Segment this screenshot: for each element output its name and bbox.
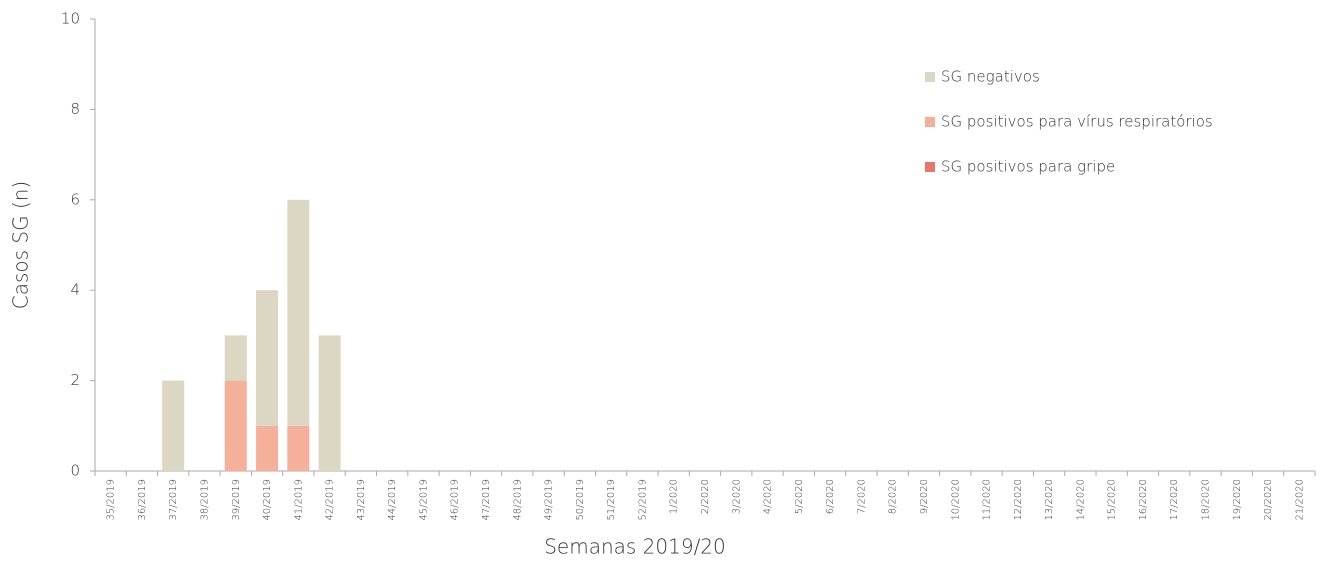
x-tick-label: 49/2019 [544, 479, 555, 521]
y-tick-label: 2 [70, 371, 80, 389]
x-tick-label: 4/2020 [763, 479, 774, 514]
legend-label: SG positivos para vírus respiratórios [941, 113, 1213, 131]
bar-segment [162, 380, 185, 471]
x-tick-label: 44/2019 [387, 479, 398, 521]
y-tick-label: 10 [61, 10, 80, 28]
x-tick-label: 10/2020 [950, 479, 961, 521]
x-tick-label: 51/2019 [606, 479, 617, 521]
bar-segment [224, 335, 247, 381]
x-tick-label: 35/2019 [106, 479, 117, 521]
x-tick-label: 45/2019 [418, 479, 429, 521]
x-tick-label: 5/2020 [794, 479, 805, 514]
x-tick-label: 2/2020 [700, 479, 711, 514]
x-tick-label: 52/2019 [637, 479, 648, 521]
x-tick-label: 1/2020 [669, 479, 680, 514]
x-tick-label: 47/2019 [481, 479, 492, 521]
x-tick-label: 21/2020 [1294, 479, 1305, 521]
x-tick-label: 7/2020 [856, 479, 867, 514]
x-tick-label: 9/2020 [919, 479, 930, 514]
x-tick-label: 39/2019 [231, 479, 242, 521]
x-tick-label: 17/2020 [1169, 479, 1180, 521]
x-tick-label: 14/2020 [1075, 479, 1086, 521]
bar-segment [287, 199, 310, 426]
legend-swatch [925, 72, 935, 82]
x-tick-label: 46/2019 [450, 479, 461, 521]
x-tick-label: 48/2019 [512, 479, 523, 521]
legend-label: SG positivos para gripe [941, 158, 1115, 176]
x-tick-label: 15/2020 [1107, 479, 1118, 521]
x-tick-label: 42/2019 [325, 479, 336, 521]
y-tick-label: 8 [70, 100, 80, 118]
x-tick-label: 11/2020 [982, 479, 993, 521]
x-tick-label: 3/2020 [731, 479, 742, 514]
bar-segment [287, 425, 310, 471]
x-axis-title: Semanas 2019/20 [544, 535, 726, 559]
x-tick-label: 38/2019 [199, 479, 210, 521]
bar-segment [256, 425, 279, 471]
legend-swatch [925, 162, 935, 172]
x-tick-label: 12/2020 [1013, 479, 1024, 521]
x-tick-label: 43/2019 [356, 479, 367, 521]
x-tick-label: 20/2020 [1263, 479, 1274, 521]
x-tick-label: 40/2019 [262, 479, 273, 521]
bar-segment [224, 380, 247, 471]
y-tick-label: 4 [70, 281, 80, 299]
x-tick-label: 19/2020 [1232, 479, 1243, 521]
x-tick-label: 37/2019 [168, 479, 179, 521]
x-tick-label: 16/2020 [1138, 479, 1149, 521]
y-tick-label: 0 [70, 462, 80, 480]
y-tick-label: 6 [70, 190, 80, 208]
x-tick-label: 8/2020 [888, 479, 899, 514]
y-axis-title: Casos SG (n) [9, 181, 33, 310]
x-tick-label: 50/2019 [575, 479, 586, 521]
x-tick-label: 6/2020 [825, 479, 836, 514]
x-tick-label: 18/2020 [1201, 479, 1212, 521]
x-tick-label: 36/2019 [137, 479, 148, 521]
x-tick-label: 13/2020 [1044, 479, 1055, 521]
bar-segment [318, 335, 341, 471]
legend-label: SG negativos [941, 68, 1040, 86]
bar-segment [256, 290, 279, 426]
x-tick-label: 41/2019 [293, 479, 304, 521]
legend-swatch [925, 117, 935, 127]
